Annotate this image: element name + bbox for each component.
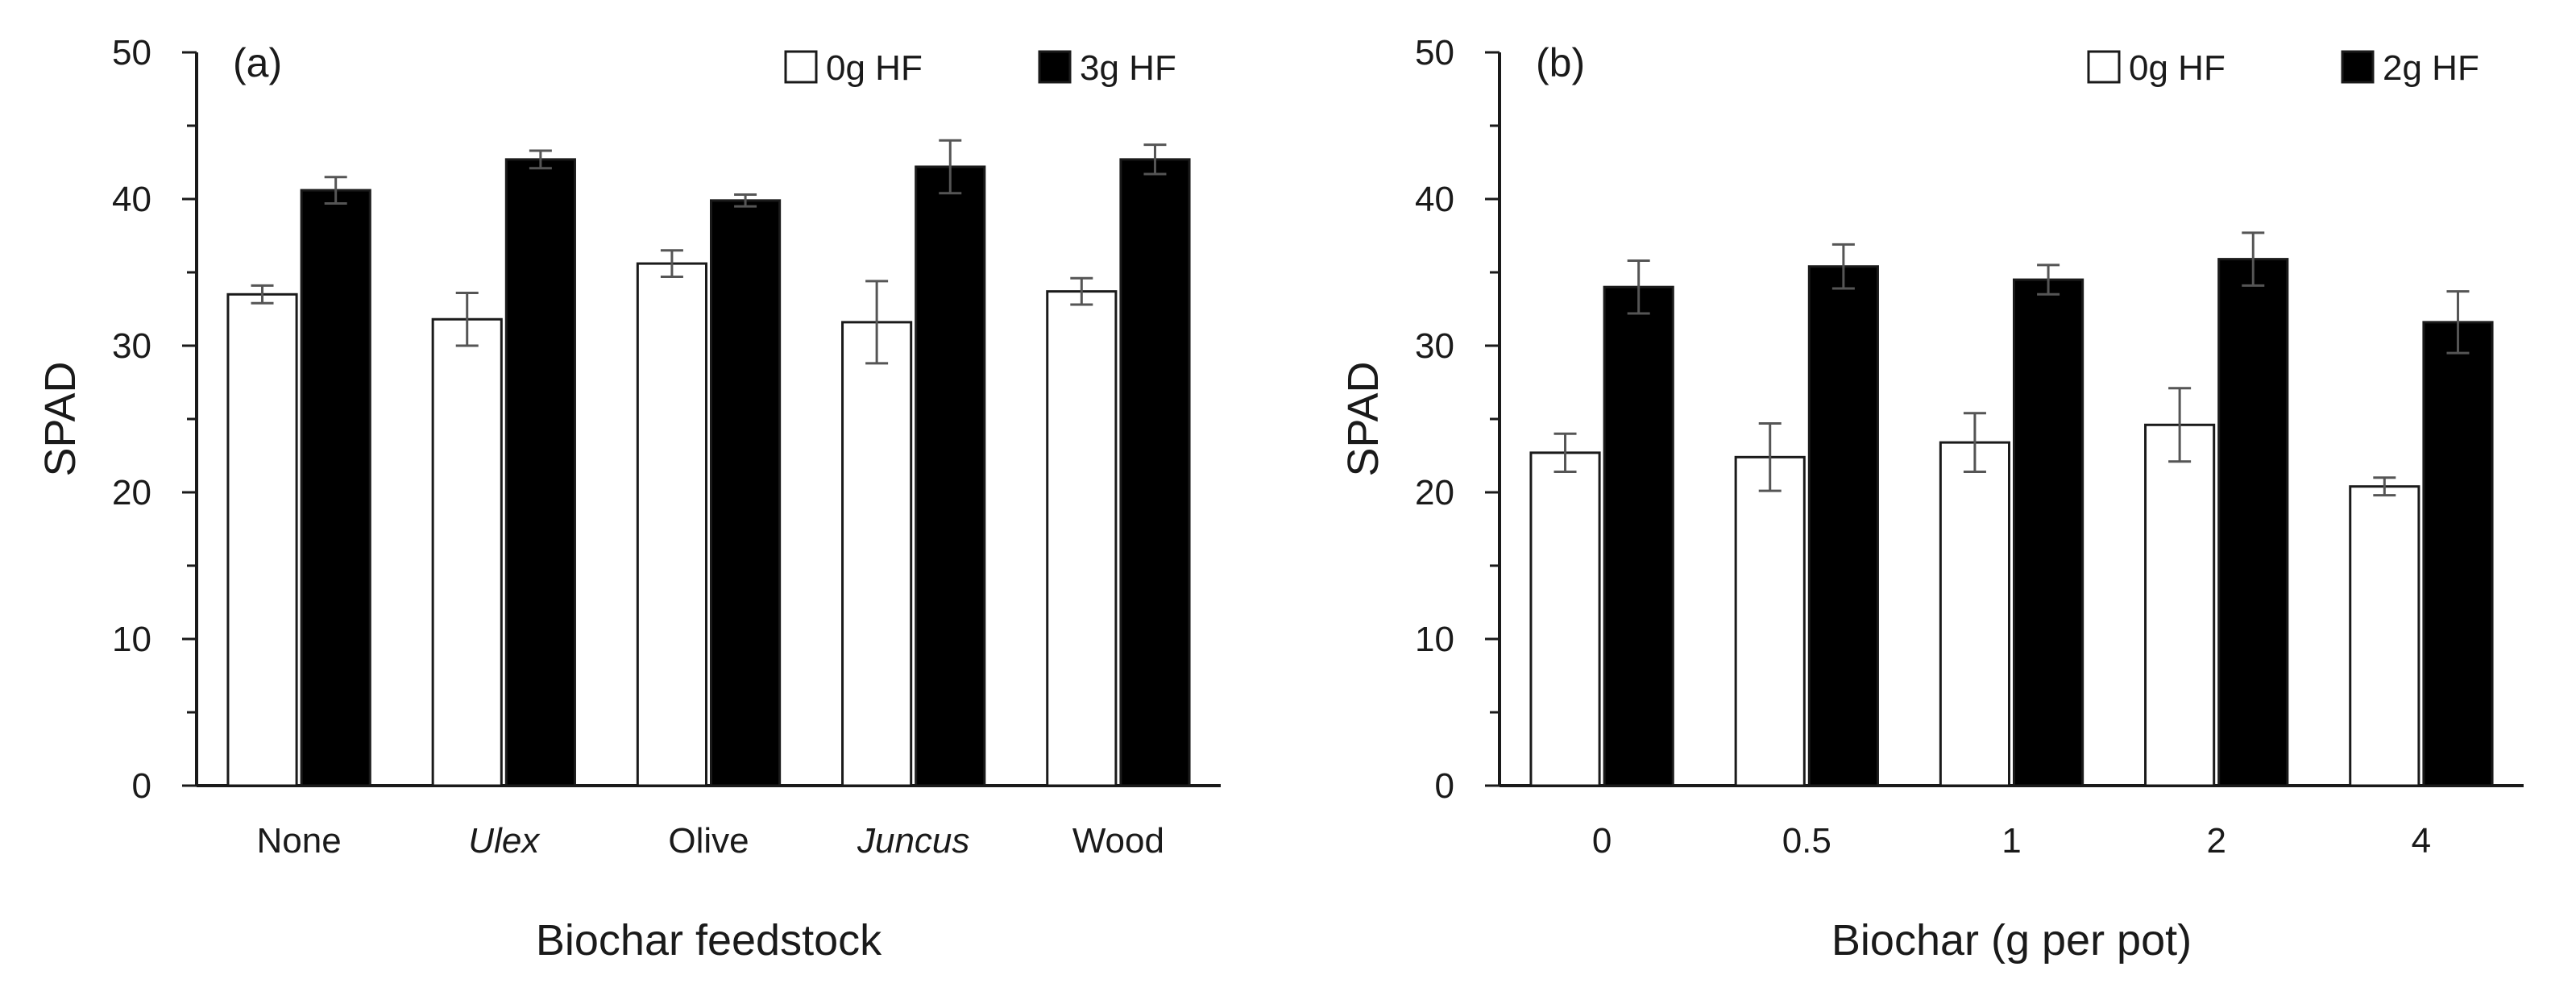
y-tick-label: 10 — [112, 620, 151, 659]
chart-panel-1: 0 10 20 30 40 50 SPAD Biochar feedstock (a) None U… — [36, 33, 1221, 965]
legend-swatch — [2087, 50, 2121, 84]
legend-item-series-1: 0g HF — [2087, 48, 2225, 88]
x-tick-label: 1 — [2001, 821, 2021, 861]
x-tick-label: 2 — [2206, 821, 2225, 861]
x-tick-label: 0.5 — [1782, 821, 1831, 861]
legend-label: 2g HF — [2383, 48, 2479, 88]
bar-series-1 — [431, 317, 503, 787]
legend-swatch — [1038, 50, 1072, 84]
y-tick-label: 30 — [1415, 326, 1454, 366]
legend-item-series-2: 3g HF — [1038, 48, 1176, 88]
x-tick-label: 0 — [1592, 821, 1612, 861]
panel-label: (b) — [1536, 40, 1585, 85]
legend-label: 0g HF — [2129, 48, 2225, 88]
chart-panel-2: 0 10 20 30 40 50 SPAD Biochar (g per pot) (b) 0 0.… — [1339, 33, 2524, 965]
y-tick-label: 0 — [132, 766, 151, 806]
bar-series-1 — [226, 292, 298, 787]
y-tick-label: 40 — [1415, 180, 1454, 219]
bar-series-2 — [300, 189, 371, 787]
bar-series-2 — [2217, 258, 2289, 787]
legend-swatch — [2341, 50, 2375, 84]
bar-series-2 — [1603, 285, 1674, 787]
bar-series-2 — [915, 165, 986, 787]
y-tick-label: 30 — [112, 326, 151, 366]
y-tick-label: 0 — [1435, 766, 1454, 806]
bar-series-1 — [1529, 451, 1601, 787]
bar-series-2 — [2422, 321, 2494, 787]
x-tick-label: None — [257, 821, 342, 861]
bar-series-1 — [636, 262, 708, 787]
x-tick-label: Ulex — [468, 821, 541, 861]
y-tick-label: 10 — [1415, 620, 1454, 659]
x-tick-label: Olive — [668, 821, 749, 861]
y-tick-label: 20 — [1415, 473, 1454, 512]
legend-label: 0g HF — [826, 48, 923, 88]
legend-label: 3g HF — [1080, 48, 1176, 88]
y-tick-label: 50 — [112, 33, 151, 73]
bar-series-1 — [1939, 441, 2011, 787]
panel-label: (a) — [233, 40, 282, 85]
legend-swatch — [784, 50, 818, 84]
y-tick-label: 50 — [1415, 33, 1454, 73]
x-axis-title: Biochar (g per pot) — [1831, 916, 2192, 965]
y-axis-title: SPAD — [1339, 361, 1388, 476]
bar-series-2 — [2013, 278, 2084, 787]
y-axis-title: SPAD — [36, 361, 85, 476]
legend-item-series-2: 2g HF — [2341, 48, 2479, 88]
x-tick-label: 4 — [2412, 821, 2431, 861]
bar-series-1 — [1046, 290, 1118, 787]
bar-series-1 — [2349, 485, 2420, 787]
bar-series-1 — [1734, 455, 1806, 787]
y-tick-label: 20 — [112, 473, 151, 512]
y-tick-label: 40 — [112, 180, 151, 219]
legend-item-series-1: 0g HF — [784, 48, 923, 88]
bar-series-2 — [504, 158, 576, 787]
x-tick-label: Wood — [1072, 821, 1164, 861]
bar-series-1 — [841, 321, 913, 787]
bar-series-1 — [2144, 423, 2216, 787]
bar-series-2 — [710, 199, 782, 787]
bar-series-2 — [1119, 158, 1191, 787]
x-tick-label: Juncus — [857, 821, 969, 861]
x-axis-title: Biochar feedstock — [536, 916, 882, 965]
bar-series-2 — [1807, 265, 1879, 787]
